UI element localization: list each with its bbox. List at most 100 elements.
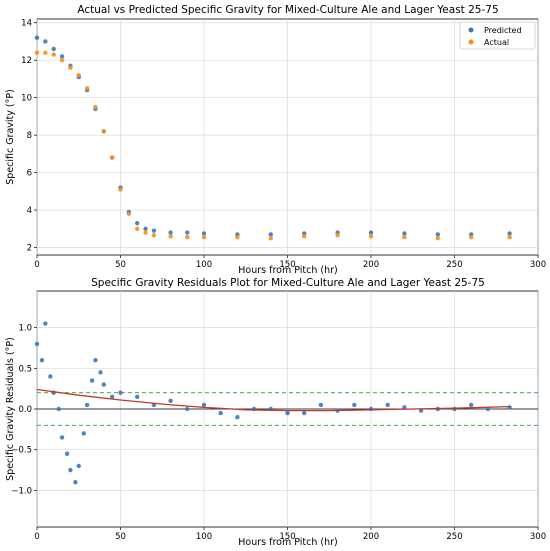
data-point xyxy=(168,230,173,235)
y-tick-label: 4 xyxy=(27,206,32,216)
y-tick-label: 8 xyxy=(27,131,32,141)
data-point xyxy=(126,211,132,216)
residual-point xyxy=(81,431,86,436)
residual-point xyxy=(185,406,190,412)
data-point xyxy=(59,54,65,59)
data-point xyxy=(34,50,40,55)
residual-point xyxy=(368,406,374,412)
residual-point xyxy=(418,408,424,413)
data-point xyxy=(168,234,173,239)
data-point xyxy=(469,235,474,240)
y-axis-ticks: −1.0 −0.5 0.0 0.5 1.0 xyxy=(11,324,37,496)
series-actual xyxy=(34,50,512,241)
data-point xyxy=(185,235,190,240)
data-point xyxy=(201,235,207,240)
x-tick-label: 200 xyxy=(363,260,379,270)
residual-point xyxy=(201,402,207,408)
data-point xyxy=(368,230,374,235)
data-point xyxy=(368,234,374,239)
data-point xyxy=(109,155,115,160)
x-tick-label: 50 xyxy=(115,532,126,542)
residual-point xyxy=(218,410,223,416)
residual-point xyxy=(101,382,107,387)
y-tick-label: −0.5 xyxy=(11,446,32,456)
data-point xyxy=(76,72,81,78)
residual-point xyxy=(385,402,390,408)
y-axis-ticks: 2 4 6 8 10 12 14 xyxy=(21,19,37,254)
x-axis-label: Hours from Pitch (hr) xyxy=(238,265,337,276)
trend-line xyxy=(36,388,510,412)
legend: Predicted Actual xyxy=(459,21,536,50)
residual-point xyxy=(98,370,103,375)
legend-label-actual: Actual xyxy=(484,38,509,47)
x-tick-label: 300 xyxy=(530,260,546,270)
residual-point xyxy=(68,467,73,473)
residual-point xyxy=(352,402,357,408)
residual-point xyxy=(507,405,512,410)
residual-point xyxy=(235,414,240,420)
y-tick-label: 0.0 xyxy=(18,405,32,415)
data-point xyxy=(507,235,512,240)
data-point xyxy=(118,187,123,192)
y-tick-label: 6 xyxy=(27,169,32,179)
data-point xyxy=(51,46,56,52)
residual-point xyxy=(93,357,98,363)
residual-point xyxy=(109,394,115,399)
residual-point xyxy=(285,410,290,416)
x-tick-label: 100 xyxy=(196,260,212,270)
x-tick-label: 150 xyxy=(279,532,295,542)
data-point xyxy=(59,58,65,63)
x-tick-label: 50 xyxy=(115,260,126,270)
legend-marker-predicted xyxy=(468,27,474,33)
data-point xyxy=(185,230,190,235)
data-point xyxy=(151,228,157,233)
x-tick-label: 250 xyxy=(446,260,462,270)
data-point xyxy=(51,52,56,57)
chart-title: Specific Gravity Residuals Plot for Mixe… xyxy=(91,277,485,289)
data-point xyxy=(68,65,73,70)
grid xyxy=(36,19,539,255)
data-point xyxy=(151,233,157,238)
data-point xyxy=(235,235,240,240)
y-tick-label: 0.5 xyxy=(18,364,32,374)
residual-point xyxy=(56,406,61,412)
data-point xyxy=(34,35,40,40)
x-axis-ticks: 0 50 100 150 200 250 300 xyxy=(34,527,546,542)
trend-group xyxy=(36,388,510,412)
residual-point xyxy=(48,374,53,379)
x-axis-ticks: 0 50 100 150 200 250 300 xyxy=(34,255,546,270)
legend-label-predicted: Predicted xyxy=(484,26,522,35)
x-tick-label: 300 xyxy=(530,532,546,542)
residual-point xyxy=(59,435,65,440)
x-tick-label: 100 xyxy=(196,532,212,542)
x-tick-label: 200 xyxy=(363,532,379,542)
residual-point xyxy=(64,451,70,456)
y-tick-label: 10 xyxy=(21,94,32,104)
residual-point xyxy=(73,480,78,485)
y-tick-label: −1.0 xyxy=(11,486,32,496)
residual-point xyxy=(43,321,48,326)
series-group xyxy=(34,35,512,241)
legend-frame xyxy=(459,21,536,50)
legend-marker-actual xyxy=(468,39,474,45)
x-tick-label: 0 xyxy=(34,260,39,270)
residual-point xyxy=(402,405,407,410)
data-point xyxy=(201,231,207,236)
residual-point xyxy=(302,410,307,416)
y-tick-label: 12 xyxy=(21,56,32,66)
data-point xyxy=(507,231,512,236)
chart-title: Actual vs Predicted Specific Gravity for… xyxy=(77,4,498,16)
chart-bottom: Specific Gravity Residuals Plot for Mixe… xyxy=(5,277,546,548)
y-tick-label: 1.0 xyxy=(18,324,32,334)
y-axis-label: Specific Gravity Residuals (°P) xyxy=(5,337,16,481)
residual-point xyxy=(89,378,95,383)
data-point xyxy=(143,230,148,235)
data-point xyxy=(135,220,140,226)
residual-point xyxy=(84,402,90,408)
residual-point xyxy=(34,341,40,347)
y-tick-label: 14 xyxy=(21,19,32,29)
x-tick-label: 250 xyxy=(446,532,462,542)
data-point xyxy=(268,232,273,237)
data-point xyxy=(43,50,48,55)
